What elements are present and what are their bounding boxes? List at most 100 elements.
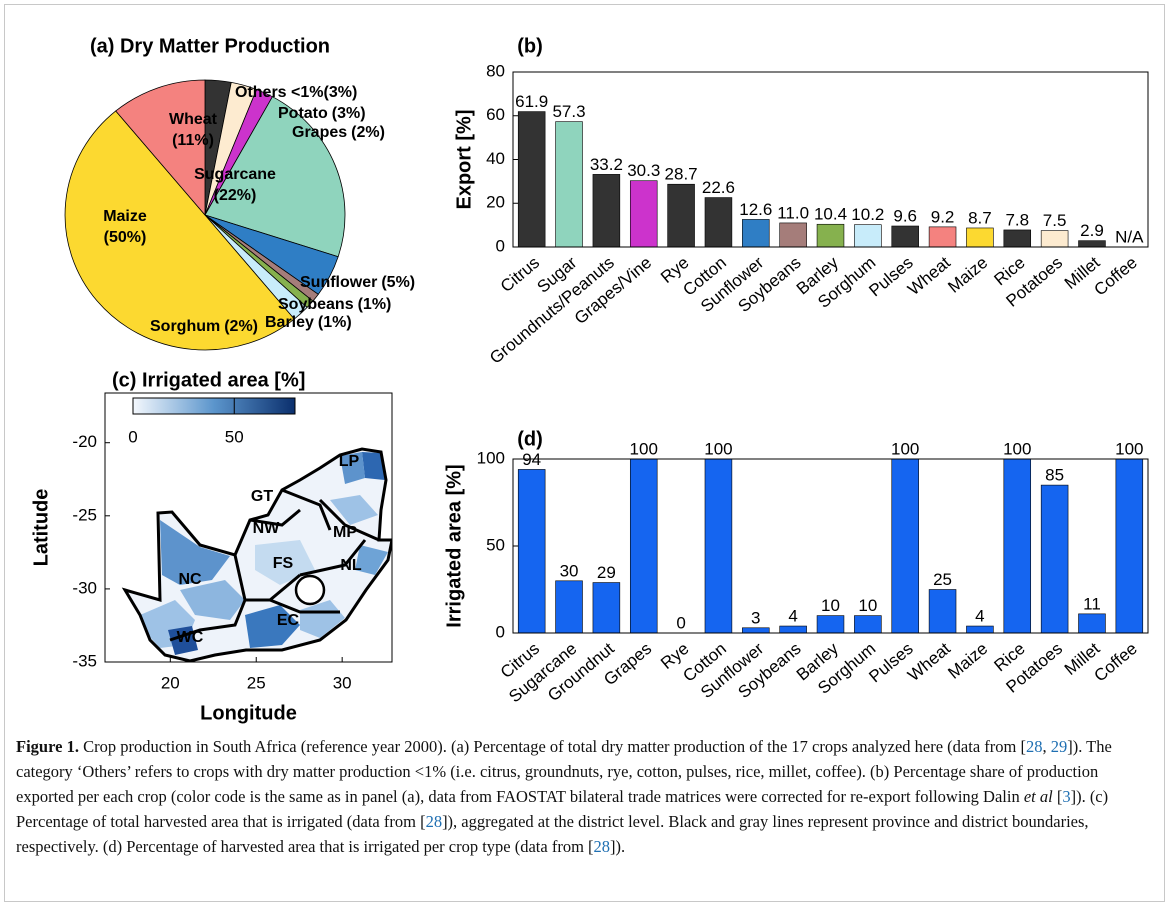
y-tick-label: 100 bbox=[477, 448, 505, 467]
bar bbox=[1078, 613, 1106, 634]
region-label: FS bbox=[273, 555, 294, 572]
slice-value-label: (3%) bbox=[323, 84, 357, 101]
bar bbox=[1078, 240, 1106, 248]
bar bbox=[779, 222, 807, 248]
bar bbox=[1040, 484, 1069, 634]
bar-value-label: 12.6 bbox=[739, 200, 772, 219]
citation[interactable]: 3 bbox=[1062, 787, 1071, 806]
slice-label: Grapes bbox=[292, 124, 347, 141]
x-tick-label: Citrus bbox=[497, 253, 543, 296]
x-tick-label: Maize bbox=[944, 639, 991, 683]
bar-value-label: 10.2 bbox=[851, 205, 884, 224]
bar-value-label: 4 bbox=[975, 607, 984, 626]
bar bbox=[555, 121, 583, 248]
slice-label-group: Sorghum (2%) bbox=[150, 318, 258, 335]
bar-value-label: 3 bbox=[751, 608, 760, 627]
bar bbox=[1115, 458, 1144, 634]
bar-value-label: 4 bbox=[788, 607, 797, 626]
bar-value-label: N/A bbox=[1115, 227, 1144, 246]
slice-label-group: Soybeans (1%) bbox=[278, 296, 391, 313]
y-tick-label: 40 bbox=[486, 149, 505, 168]
slice-label-group: Others <1%(3%) bbox=[235, 84, 357, 101]
slice-value-label: (3%) bbox=[332, 105, 366, 122]
caption-text: ]). The category ‘Others’ refers to crop… bbox=[16, 737, 1112, 806]
bar bbox=[667, 183, 695, 248]
bar bbox=[966, 625, 994, 634]
bar-value-label: 10 bbox=[858, 596, 877, 615]
colorbar-tick-label: 50 bbox=[225, 427, 244, 446]
citation[interactable]: 28 bbox=[1025, 737, 1043, 756]
lesotho bbox=[294, 574, 326, 606]
y-tick-label: -30 bbox=[72, 578, 97, 597]
bar bbox=[592, 582, 621, 634]
x-tick-label: Coffee bbox=[1090, 253, 1140, 300]
bar bbox=[1003, 458, 1032, 634]
y-tick-label: -25 bbox=[72, 505, 97, 524]
figure-frame bbox=[4, 4, 1165, 902]
bar-value-label: 100 bbox=[1003, 439, 1031, 458]
bar bbox=[854, 615, 882, 634]
bar bbox=[928, 589, 957, 634]
bar-value-label: 2.9 bbox=[1080, 221, 1104, 240]
bar bbox=[966, 227, 994, 248]
bar-value-label: 28.7 bbox=[665, 165, 698, 184]
slice-label: Potato bbox=[278, 105, 328, 122]
chart-title: (b) bbox=[517, 35, 543, 57]
bar-value-label: 0 bbox=[676, 613, 685, 632]
bar-value-label: 8.7 bbox=[968, 208, 992, 227]
y-tick-label: 0 bbox=[496, 622, 505, 641]
y-axis-label: Irrigated area [%] bbox=[443, 464, 465, 627]
bar-value-label: 11 bbox=[1083, 594, 1101, 613]
bar bbox=[629, 180, 658, 248]
bar bbox=[704, 197, 733, 248]
bar-value-label: 22.6 bbox=[702, 178, 735, 197]
slice-label: Wheat bbox=[169, 111, 218, 128]
slice-label: Sugarcane bbox=[194, 166, 276, 183]
citation[interactable]: 28 bbox=[593, 837, 611, 856]
bar-value-label: 85 bbox=[1045, 466, 1064, 485]
colorbar bbox=[132, 397, 296, 415]
bar bbox=[816, 223, 845, 248]
caption-text: , bbox=[1042, 737, 1051, 756]
pie-slice bbox=[115, 79, 206, 217]
citation[interactable]: 29 bbox=[1050, 737, 1068, 756]
x-tick-label: Coffee bbox=[1090, 639, 1140, 686]
region-label: NW bbox=[253, 520, 281, 537]
slice-value-label: (5%) bbox=[381, 274, 415, 291]
pie-slice bbox=[204, 96, 346, 258]
slice-label: Maize bbox=[103, 208, 147, 225]
y-axis-label: Latitude bbox=[30, 489, 52, 567]
y-tick-label: 20 bbox=[486, 193, 505, 212]
slice-label: Others <1% bbox=[235, 84, 323, 101]
bar bbox=[1040, 230, 1069, 248]
region-label: GT bbox=[251, 488, 273, 505]
district bbox=[330, 495, 378, 525]
bar-value-label: 100 bbox=[1115, 439, 1143, 458]
x-axis-label: Longitude bbox=[200, 702, 297, 724]
bar bbox=[779, 625, 807, 634]
district bbox=[340, 452, 365, 484]
y-tick-label: -20 bbox=[72, 432, 97, 451]
bar bbox=[854, 224, 882, 248]
region-label: WC bbox=[177, 629, 204, 646]
bar-value-label: 33.2 bbox=[590, 155, 623, 174]
x-tick-label: 25 bbox=[247, 673, 266, 692]
bar-value-label: 57.3 bbox=[552, 102, 585, 121]
bar bbox=[816, 615, 845, 634]
district bbox=[180, 580, 245, 620]
slice-value-label: (1%) bbox=[358, 296, 392, 313]
bar bbox=[517, 111, 546, 248]
caption-label: Figure 1. bbox=[16, 737, 79, 756]
region-label: MP bbox=[333, 524, 357, 541]
y-tick-label: 50 bbox=[486, 535, 505, 554]
bar-value-label: 100 bbox=[630, 439, 658, 458]
bar bbox=[629, 458, 658, 634]
bar bbox=[928, 226, 957, 248]
x-tick-label: Wheat bbox=[904, 639, 954, 685]
x-tick-label: 20 bbox=[161, 673, 180, 692]
citation[interactable]: 28 bbox=[425, 812, 443, 831]
y-axis-label: Export [%] bbox=[453, 110, 475, 210]
x-tick-label: 30 bbox=[333, 673, 352, 692]
